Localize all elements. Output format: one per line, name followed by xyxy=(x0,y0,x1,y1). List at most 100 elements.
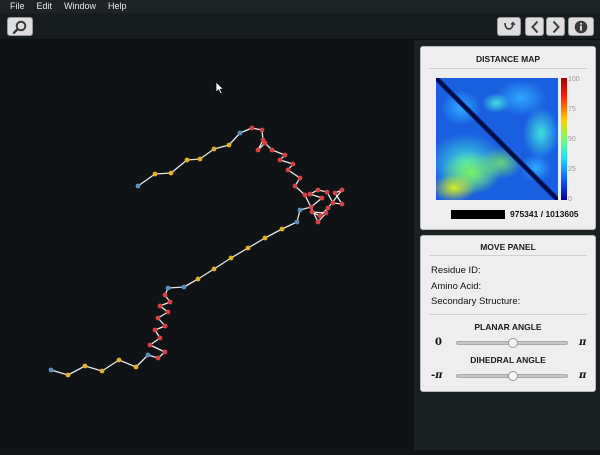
backbone-bond xyxy=(137,173,156,187)
dihedral-angle-slider[interactable] xyxy=(456,371,568,381)
residue-atom[interactable] xyxy=(82,363,88,369)
residue-atom[interactable] xyxy=(285,167,291,173)
protein-viewport[interactable] xyxy=(0,40,414,450)
residue-atom[interactable] xyxy=(135,183,141,189)
dihedral-angle-title: DIHEDRAL ANGLE xyxy=(470,355,546,365)
residue-atom[interactable] xyxy=(155,355,161,361)
residue-atom[interactable] xyxy=(195,276,201,282)
distance-map-heatmap[interactable] xyxy=(436,78,558,200)
colorbar-tick-75: 75 xyxy=(568,106,576,113)
residue-atom[interactable] xyxy=(184,157,190,163)
move-panel: MOVE PANEL Residue ID: Amino Acid: Secon… xyxy=(420,235,596,392)
residue-atom[interactable] xyxy=(308,204,314,210)
dihedral-max-label: π xyxy=(579,370,587,381)
residue-atom[interactable] xyxy=(65,372,71,378)
backbone-bond xyxy=(67,365,86,376)
residue-atom[interactable] xyxy=(249,125,255,131)
residue-atom[interactable] xyxy=(226,142,232,148)
residue-atom[interactable] xyxy=(319,195,325,201)
undo-button[interactable] xyxy=(497,17,521,36)
next-button[interactable] xyxy=(546,17,565,36)
residue-atom[interactable] xyxy=(339,187,345,193)
info-button[interactable] xyxy=(568,17,594,36)
planar-angle-slider-knob[interactable] xyxy=(508,338,518,348)
previous-button[interactable] xyxy=(525,17,544,36)
residue-atom[interactable] xyxy=(152,327,158,333)
residue-atom[interactable] xyxy=(255,147,261,153)
residue-atom[interactable] xyxy=(157,303,163,309)
residue-atom[interactable] xyxy=(294,219,300,225)
menu-window[interactable]: Window xyxy=(64,1,97,11)
residue-atom[interactable] xyxy=(245,245,251,251)
residue-atom[interactable] xyxy=(339,201,345,207)
residue-atom[interactable] xyxy=(277,157,283,163)
residue-atom[interactable] xyxy=(162,292,168,298)
residue-atom[interactable] xyxy=(99,368,105,374)
menu-help[interactable]: Help xyxy=(108,1,127,11)
residue-atom[interactable] xyxy=(197,156,203,162)
residue-atom[interactable] xyxy=(279,226,285,232)
backbone-bond xyxy=(118,359,137,368)
residue-atom[interactable] xyxy=(317,213,323,219)
residue-atom[interactable] xyxy=(282,152,288,158)
residue-atom[interactable] xyxy=(259,127,265,133)
menu-file[interactable]: File xyxy=(10,1,25,11)
residue-atom[interactable] xyxy=(297,207,303,213)
residue-atom[interactable] xyxy=(307,191,313,197)
residue-atom[interactable] xyxy=(315,219,321,225)
protein-chain[interactable] xyxy=(0,40,414,450)
residue-atom[interactable] xyxy=(165,285,171,291)
residue-atom[interactable] xyxy=(262,235,268,241)
residue-atom[interactable] xyxy=(269,147,275,153)
residue-atom[interactable] xyxy=(228,255,234,261)
backbone-bond xyxy=(213,257,232,270)
residue-atom[interactable] xyxy=(155,315,161,321)
residue-atom[interactable] xyxy=(330,200,336,206)
toolbar xyxy=(0,13,600,40)
residue-atom[interactable] xyxy=(292,183,298,189)
residue-atom[interactable] xyxy=(260,137,266,143)
planar-angle-slider[interactable] xyxy=(456,338,568,348)
dihedral-min-label: -π xyxy=(431,370,443,381)
backbone-bond xyxy=(230,247,249,259)
planar-min-label: 0 xyxy=(435,337,442,348)
residue-atom[interactable] xyxy=(302,192,308,198)
amino-acid-label: Amino Acid: xyxy=(431,281,482,292)
residue-atom[interactable] xyxy=(324,189,330,195)
residue-atom[interactable] xyxy=(165,309,171,315)
residue-atom[interactable] xyxy=(332,190,338,196)
residue-atom[interactable] xyxy=(290,161,296,167)
residue-atom[interactable] xyxy=(152,171,158,177)
distance-map-title: DISTANCE MAP xyxy=(475,54,541,64)
residue-id-label: Residue ID: xyxy=(431,265,481,276)
colorbar-tick-50: 50 xyxy=(568,136,576,143)
residue-atom[interactable] xyxy=(167,299,173,305)
planar-max-label: π xyxy=(579,337,587,348)
residue-atom[interactable] xyxy=(162,349,168,355)
residue-atom[interactable] xyxy=(297,175,303,181)
backbone-bond xyxy=(149,344,166,353)
residue-atom[interactable] xyxy=(48,367,54,373)
residue-atom[interactable] xyxy=(133,364,139,370)
residue-atom[interactable] xyxy=(309,209,315,215)
menu-edit[interactable]: Edit xyxy=(36,1,53,11)
residue-atom[interactable] xyxy=(237,130,243,136)
residue-atom[interactable] xyxy=(181,284,187,290)
residue-atom[interactable] xyxy=(211,266,217,272)
progress-bar xyxy=(451,210,505,219)
residue-atom[interactable] xyxy=(315,187,321,193)
residue-atom[interactable] xyxy=(116,357,122,363)
search-button[interactable] xyxy=(7,17,33,36)
dihedral-angle-slider-knob[interactable] xyxy=(508,371,518,381)
residue-atom[interactable] xyxy=(157,335,163,341)
residue-atom[interactable] xyxy=(168,170,174,176)
residue-atom[interactable] xyxy=(145,352,151,358)
backbone-bond xyxy=(84,365,103,372)
backbone-bond xyxy=(197,268,215,280)
backbone-bond xyxy=(167,286,185,289)
residue-atom[interactable] xyxy=(162,323,168,329)
residue-atom[interactable] xyxy=(325,205,331,211)
residue-atom[interactable] xyxy=(211,146,217,152)
residue-atom[interactable] xyxy=(323,210,329,216)
residue-atom[interactable] xyxy=(147,342,153,348)
